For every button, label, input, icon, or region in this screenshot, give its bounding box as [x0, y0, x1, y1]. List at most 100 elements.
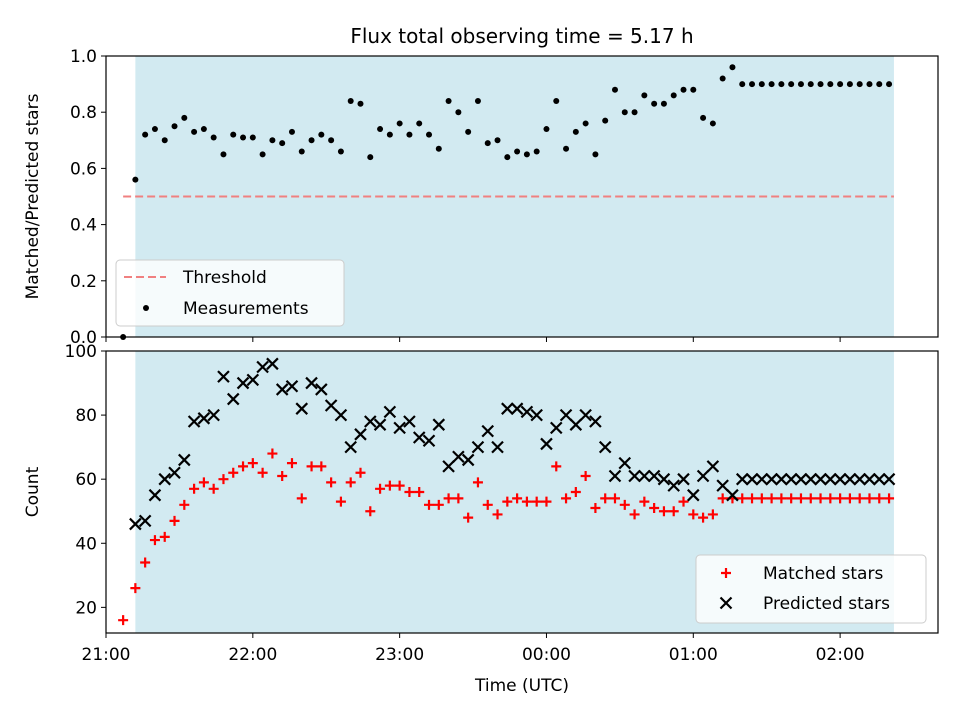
measurement-point [729, 64, 736, 71]
predicted-star-point [129, 517, 142, 531]
matched-star-point [326, 477, 337, 488]
matched-star-point [443, 493, 454, 504]
measurement-point [200, 126, 207, 133]
predicted-star-point [882, 472, 896, 486]
measurement-point [670, 92, 677, 99]
x-tick-label: 23:00 [375, 645, 424, 665]
matched-star-point [844, 493, 855, 504]
measurement-point [533, 148, 540, 155]
predicted-star-point [178, 453, 191, 467]
matched-star-point [825, 493, 836, 504]
predicted-star-point [236, 376, 250, 390]
predicted-star-point [481, 424, 495, 438]
matched-star-point [286, 458, 297, 469]
matched-star-point [277, 470, 288, 481]
y-tick-label: 60 [75, 470, 97, 490]
predicted-star-point [677, 472, 690, 486]
matched-star-point [531, 496, 542, 507]
matched-star-point [267, 448, 278, 459]
measurement-point [592, 151, 599, 158]
legend-top: Threshold Measurements [115, 259, 345, 327]
matched-star-point [717, 493, 728, 504]
predicted-star-point [344, 440, 357, 454]
predicted-star-point [667, 479, 680, 492]
predicted-star-point [256, 360, 269, 374]
predicted-star-point [784, 472, 798, 486]
matched-star-point [658, 506, 669, 517]
predicted-star-point [148, 488, 162, 502]
measurement-point [817, 81, 824, 88]
matched-star-point [884, 493, 895, 504]
matched-star-point [609, 493, 620, 504]
matched-star-point [864, 493, 875, 504]
matched-star-point [118, 615, 129, 626]
predicted-star-point [207, 408, 220, 422]
axes-frame [105, 350, 939, 634]
matched-star-point [639, 496, 650, 507]
measurement-point [504, 154, 511, 161]
measurement-point [171, 123, 178, 130]
measurement-point [788, 81, 795, 88]
measurement-point [298, 148, 305, 155]
predicted-star-point [608, 469, 622, 483]
matched-star-point [453, 493, 464, 504]
measurement-point [191, 128, 198, 135]
matched-star-point [668, 506, 679, 517]
matched-star-point [854, 493, 865, 504]
matched-star-point [355, 467, 366, 478]
predicted-star-point [324, 399, 338, 412]
predicted-star-point [657, 472, 671, 486]
predicted-star-point [315, 383, 328, 396]
matched-star-point [492, 509, 503, 520]
matched-star-point [149, 535, 160, 546]
predicted-star-point [158, 472, 172, 486]
y-tick-label: 1.0 [70, 47, 97, 67]
y-tick-label: 40 [75, 534, 97, 554]
measurement-point [680, 86, 687, 93]
predicted-star-point [334, 408, 348, 422]
matched-star-point [629, 509, 640, 520]
predicted-star-point [735, 472, 749, 486]
matched-star-point [316, 461, 327, 472]
predicted-star-point [843, 472, 857, 486]
measurement-point [690, 86, 697, 93]
matched-star-point [365, 506, 376, 517]
predicted-star-point [833, 472, 847, 486]
predicted-star-point [687, 488, 700, 502]
y-axis-label: Matched/Predicted stars [23, 93, 43, 299]
matched-star-point [218, 474, 229, 485]
matched-star-point [482, 499, 493, 510]
measurement-point [837, 81, 844, 88]
measurement-point [602, 117, 609, 124]
matched-star-point [815, 493, 826, 504]
legend-box [115, 259, 345, 327]
predicted-star-point [589, 415, 602, 428]
predicted-star-point [872, 472, 886, 486]
measurement-point [807, 81, 814, 88]
y-tick-label: 20 [75, 598, 97, 618]
predicted-star-point [520, 405, 534, 419]
matched-star-point [688, 509, 699, 520]
matched-star-point [463, 512, 474, 523]
predicted-star-point [442, 460, 455, 473]
predicted-star-point [226, 392, 240, 406]
matched-star-point [776, 493, 787, 504]
measurement-point [279, 140, 286, 147]
matched-star-point [238, 461, 249, 472]
measurement-point [484, 140, 491, 147]
predicted-star-point [719, 596, 733, 610]
y-axis-label: Count [23, 466, 43, 517]
measurement-point [749, 81, 756, 88]
predicted-star-point [295, 402, 309, 415]
matched-star-point [208, 483, 219, 494]
measurement-point [700, 114, 707, 121]
matched-star-point [296, 493, 307, 504]
matched-star-point [600, 493, 611, 504]
matched-star-point [198, 477, 209, 488]
measurement-point [396, 120, 403, 127]
predicted-star-point [638, 469, 651, 483]
matched-star-point [721, 568, 731, 578]
measurement-point [553, 97, 560, 104]
predicted-star-point [745, 472, 759, 486]
